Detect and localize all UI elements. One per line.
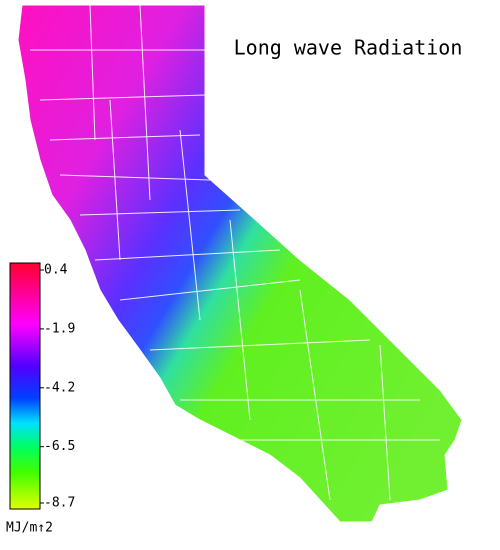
tick-label: -6.5	[44, 439, 75, 454]
tick-label: -4.2	[44, 380, 75, 395]
tick-label: -1.9	[44, 321, 75, 336]
california	[17, 4, 463, 523]
colorbar-ticks: 0.4 -1.9 -4.2 -6.5 -8.7	[40, 263, 75, 511]
county-lines	[30, 4, 440, 501]
colorbar-unit: MJ/m↑2	[6, 521, 53, 536]
state-map	[17, 4, 463, 523]
tick-label: 0.4	[44, 263, 68, 278]
tick-label: -8.7	[44, 496, 75, 511]
colorbar	[9, 262, 41, 510]
map-title: Long wave Radiation	[234, 36, 463, 60]
